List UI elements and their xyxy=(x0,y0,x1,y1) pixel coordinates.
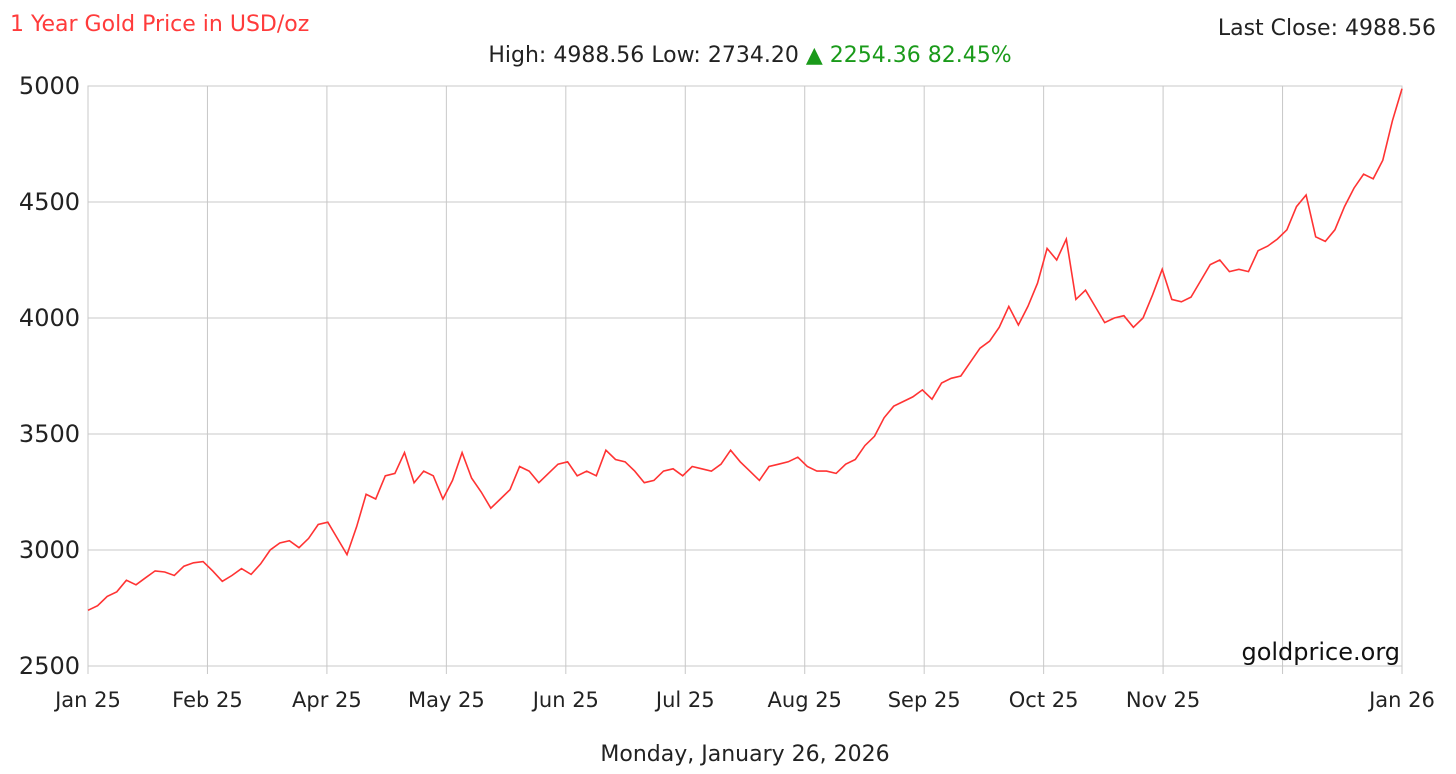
plot-frame xyxy=(87,85,1403,667)
y-tick-label: 3000 xyxy=(19,536,80,564)
price-stats: High: 4988.56 Low: 2734.20 ▲ 2254.36 82.… xyxy=(0,43,1456,68)
chart-grid xyxy=(87,85,1403,674)
x-tick-label: Nov 25 xyxy=(1126,688,1200,712)
x-tick-label: Jun 25 xyxy=(531,688,599,712)
x-tick-label: Aug 25 xyxy=(768,688,842,712)
x-tick-label: Jan 26 xyxy=(1367,688,1435,712)
change-percent: 82.45% xyxy=(927,43,1012,68)
low-value: 2734.20 xyxy=(707,43,799,68)
low-label: Low: xyxy=(651,43,701,68)
last-close: Last Close: 4988.56 xyxy=(1218,16,1436,41)
change-value: 2254.36 xyxy=(829,43,921,68)
footer-date: Monday, January 26, 2026 xyxy=(600,742,890,767)
watermark: goldprice.org xyxy=(1241,638,1400,666)
y-tick-label: 3500 xyxy=(19,420,80,448)
y-axis-labels: 2500 3000 3500 4000 4500 5000 xyxy=(19,72,80,680)
y-tick-label: 4500 xyxy=(19,188,80,216)
last-close-value: 4988.56 xyxy=(1345,16,1436,41)
last-close-label: Last Close: xyxy=(1217,16,1339,41)
high-value: 4988.56 xyxy=(553,43,645,68)
price-line xyxy=(87,88,1403,612)
up-arrow-icon: ▲ xyxy=(805,43,823,68)
chart-title: 1 Year Gold Price in USD/oz xyxy=(10,12,310,37)
x-tick-label: Oct 25 xyxy=(1009,688,1079,712)
x-tick-label: Jul 25 xyxy=(654,688,715,712)
x-tick-label: Sep 25 xyxy=(888,688,961,712)
x-tick-label: Jan 25 xyxy=(53,688,121,712)
y-tick-label: 4000 xyxy=(19,304,80,332)
x-tick-label: Feb 25 xyxy=(172,688,243,712)
x-tick-label: May 25 xyxy=(408,688,485,712)
x-tick-label: Apr 25 xyxy=(292,688,362,712)
y-tick-label: 2500 xyxy=(19,652,80,680)
x-axis-labels: Jan 25 Feb 25 Apr 25 May 25 Jun 25 Jul 25 Aug … xyxy=(53,688,1435,712)
high-label: High: xyxy=(488,43,547,68)
y-tick-label: 5000 xyxy=(19,72,80,100)
